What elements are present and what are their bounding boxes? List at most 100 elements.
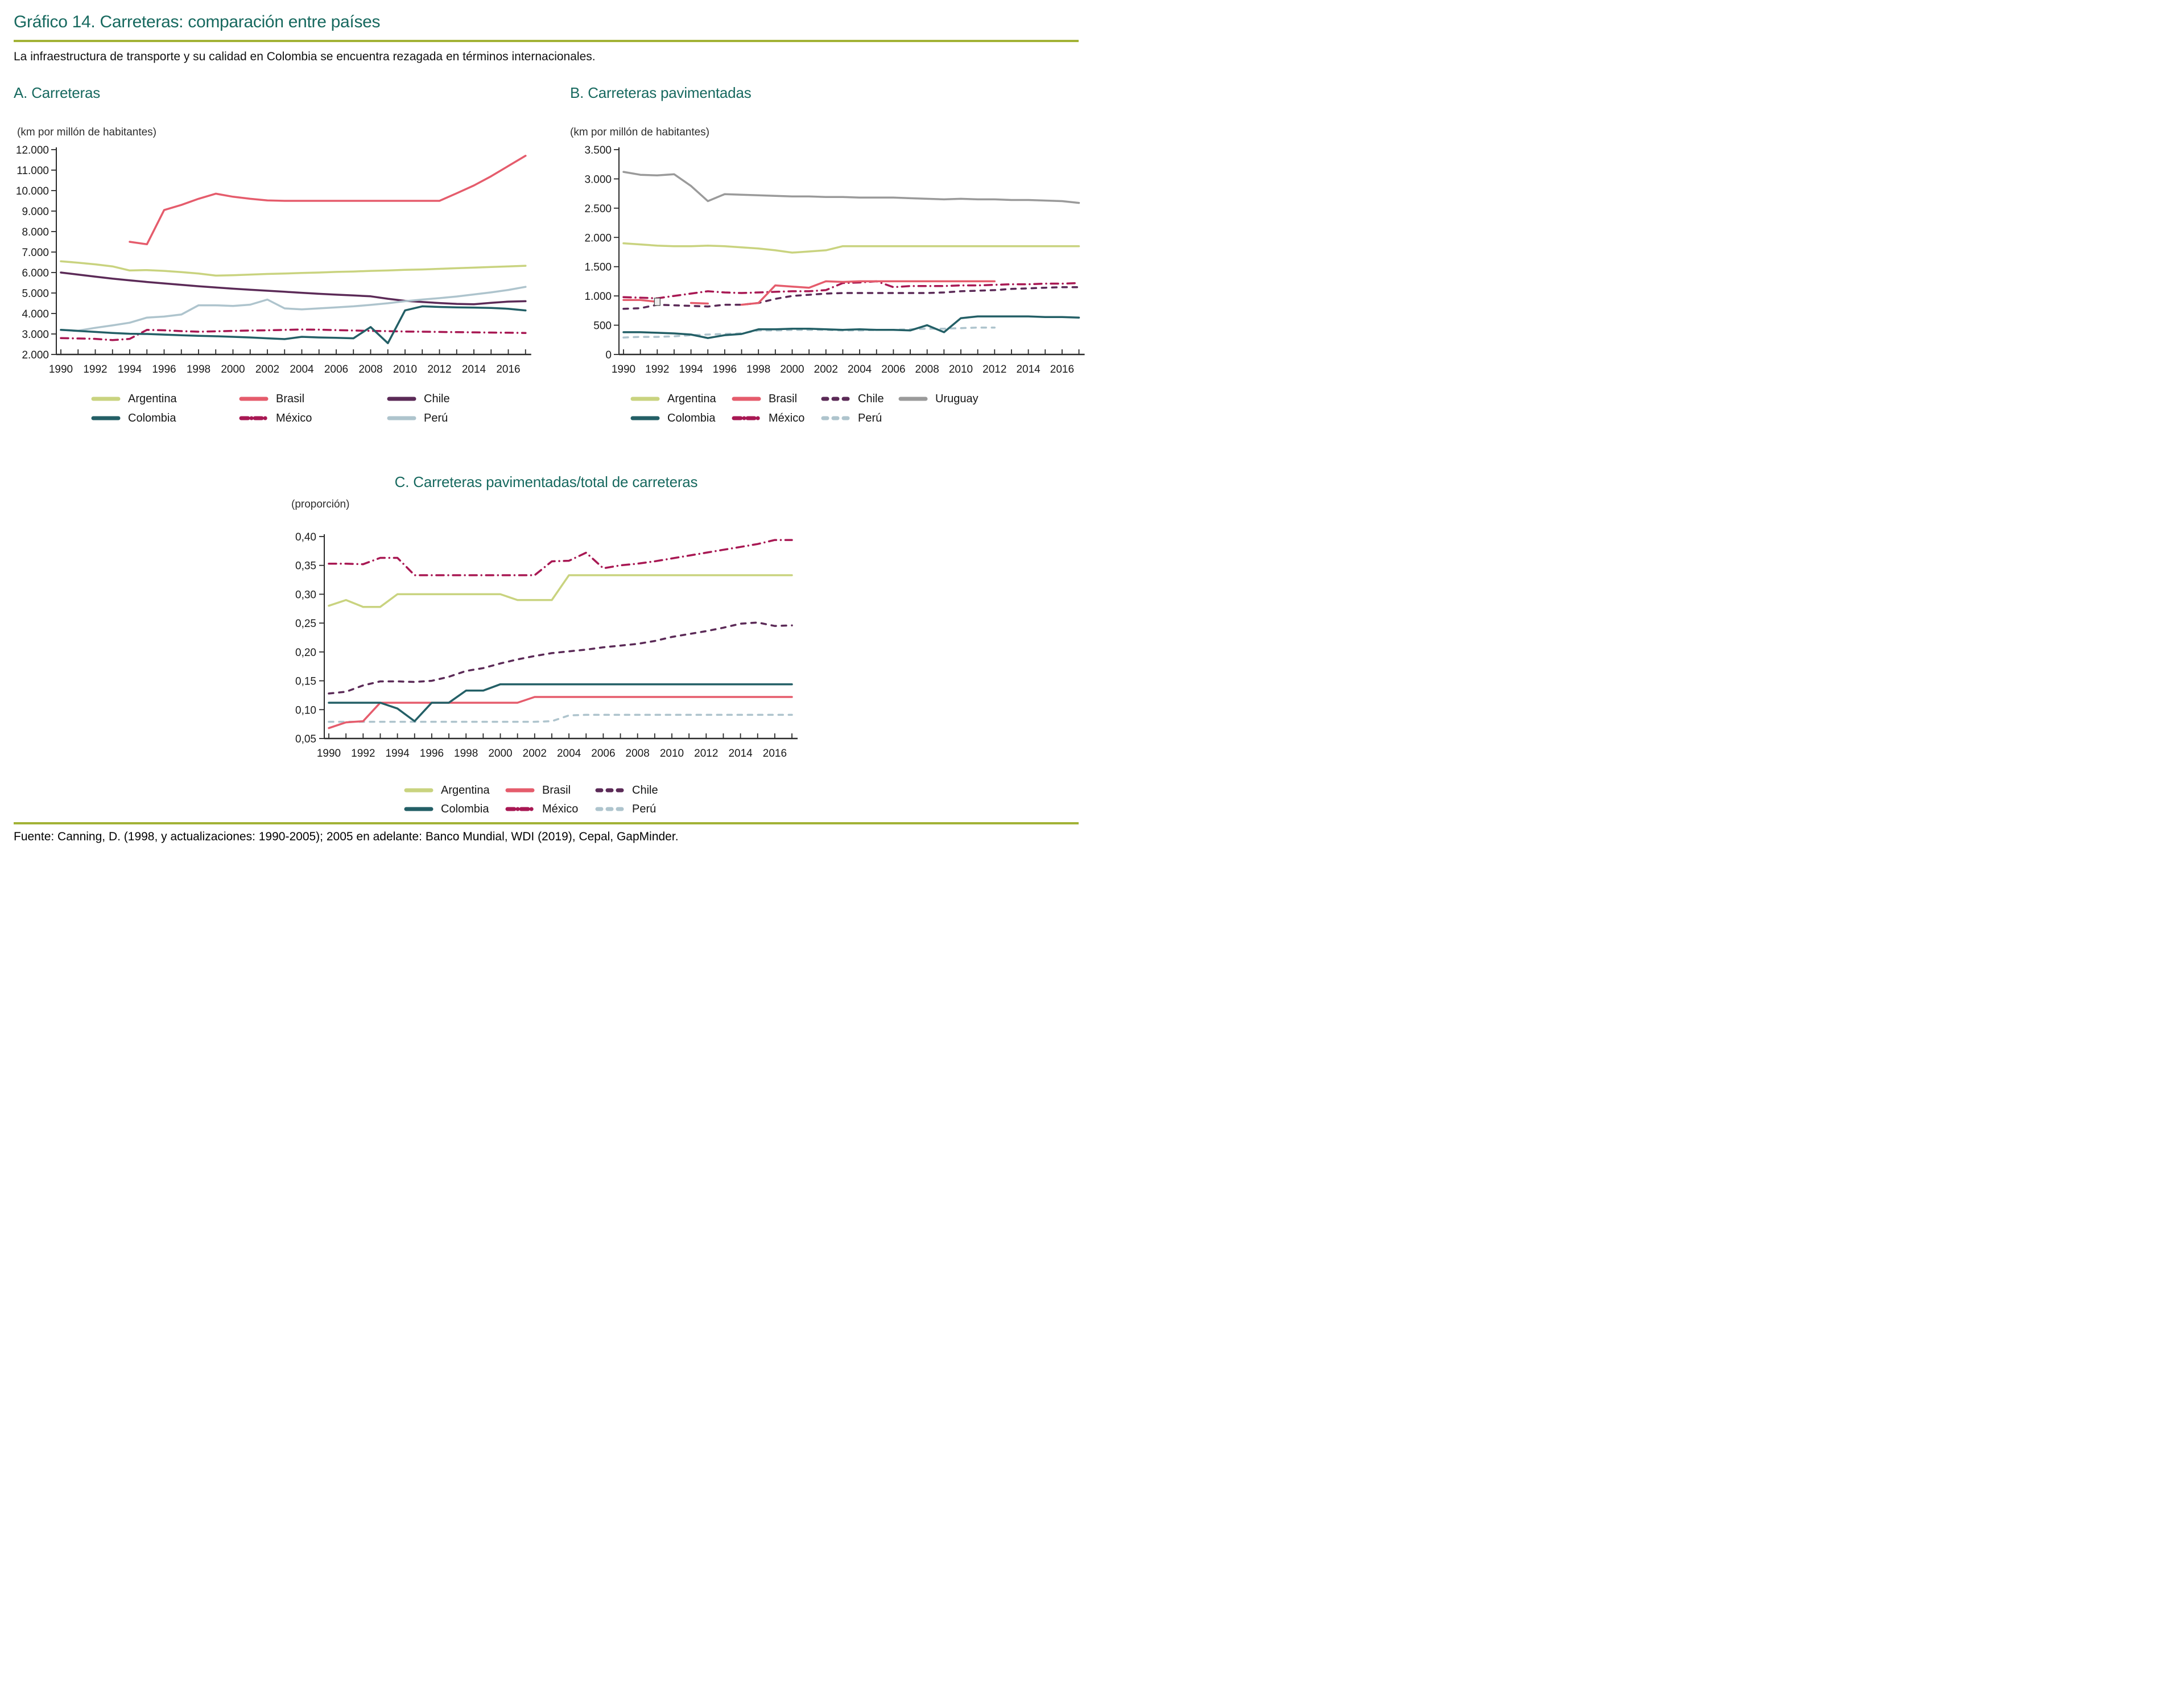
legend-swatch-per — [595, 807, 625, 811]
x-tick-label: 1990 — [49, 364, 73, 376]
y-tick-label: 0,20 — [295, 647, 316, 659]
x-tick-label: 2010 — [660, 748, 684, 760]
series-line-per — [328, 713, 793, 723]
footer-rule — [14, 822, 1079, 824]
legend-swatch-chile — [595, 788, 625, 793]
x-tick-label: 1998 — [187, 364, 210, 376]
y-tick-label: 10.000 — [16, 185, 49, 197]
x-tick-label: 2004 — [557, 748, 581, 760]
y-tick-label: 0,10 — [295, 704, 316, 716]
panel-a-heading: A. Carreteras — [14, 84, 101, 101]
y-tick-label: 0,05 — [295, 733, 316, 745]
x-tick-label: 2000 — [780, 364, 804, 376]
page-title: Gráfico 14. Carreteras: comparación entr… — [14, 13, 381, 31]
legend-label: Colombia — [441, 802, 489, 815]
x-tick-label: 2008 — [626, 748, 650, 760]
legend-item-brasil: Brasil — [505, 784, 571, 797]
y-tick-label: 6.000 — [22, 267, 49, 279]
legend-swatch-per — [821, 416, 851, 420]
legend-item-colombia: Colombia — [630, 412, 715, 424]
legend-label: Argentina — [667, 392, 716, 405]
panel-b-unit: (km por millón de habitantes) — [570, 126, 709, 138]
y-tick-label: 3.000 — [22, 329, 49, 341]
legend-item-brasil: Brasil — [239, 393, 304, 405]
y-tick-label: 12.000 — [16, 145, 49, 156]
y-tick-label: 11.000 — [16, 165, 49, 177]
x-tick-label: 2006 — [881, 364, 905, 376]
x-tick-label: 1990 — [612, 364, 635, 376]
y-tick-label: 0 — [605, 349, 612, 361]
legend-swatch-uruguay — [898, 397, 928, 401]
legend-label: México — [276, 411, 312, 424]
x-tick-label: 1994 — [679, 364, 703, 376]
series-line-argentina — [60, 260, 527, 277]
x-tick-label: 2002 — [523, 748, 547, 760]
x-tick-label: 1996 — [152, 364, 176, 376]
y-tick-label: 0,15 — [295, 676, 316, 688]
legend-label: Chile — [858, 392, 884, 405]
legend-label: Colombia — [667, 411, 716, 424]
series-line-chile — [622, 286, 1080, 310]
x-tick-label: 1992 — [351, 748, 375, 760]
panel-a-unit: (km por millón de habitantes) — [17, 126, 156, 138]
x-tick-label: 2016 — [1050, 364, 1074, 376]
legend-label: Perú — [858, 411, 882, 424]
x-tick-label: 2004 — [848, 364, 872, 376]
legend-label: México — [769, 411, 805, 424]
x-tick-label: 2012 — [982, 364, 1006, 376]
series-line-chile — [60, 271, 527, 306]
legend-label: México — [542, 802, 579, 815]
chart-c-canvas: 1990 1992 1994 1996 1998 2000 2002 2004 2006 2008… — [295, 531, 798, 760]
series-line-per — [60, 286, 527, 332]
x-tick-label: 1994 — [118, 364, 142, 376]
legend-swatch-colombia — [91, 416, 121, 420]
legend-item-chile: Chile — [387, 393, 450, 405]
legend-swatch-colombia — [630, 416, 660, 420]
x-tick-label: 2010 — [949, 364, 973, 376]
legend-item-chile: Chile — [595, 784, 658, 797]
x-tick-label: 2006 — [591, 748, 615, 760]
x-tick-label: 1992 — [645, 364, 669, 376]
legend-item-brasil: Brasil — [732, 393, 797, 405]
legend-item-colombia: Colombia — [404, 803, 489, 815]
legend-label: Colombia — [128, 411, 176, 424]
legend-swatch-chile — [387, 397, 416, 401]
legend-label: Brasil — [769, 392, 798, 405]
y-tick-label: 3.500 — [584, 145, 612, 156]
x-tick-label: 2014 — [728, 748, 753, 760]
series-line-brasil — [622, 280, 996, 306]
legend-label: Chile — [632, 783, 658, 797]
y-tick-label: 1.500 — [584, 262, 612, 274]
y-tick-label: 9.000 — [22, 206, 49, 218]
legend-item-chile: Chile — [821, 393, 884, 405]
legend-swatch-brasil — [732, 397, 761, 401]
series-line-chile — [328, 621, 793, 695]
x-tick-label: 2012 — [427, 364, 451, 376]
x-tick-label: 1998 — [454, 748, 478, 760]
legend-item-per: Perú — [821, 412, 882, 424]
y-tick-label: 0,30 — [295, 589, 316, 601]
legend-item-mxico: México — [239, 412, 312, 424]
legend-label: Perú — [424, 411, 448, 424]
legend-item-mxico: México — [732, 412, 804, 424]
y-tick-label: 0,35 — [295, 560, 316, 572]
legend-swatch-mxico — [732, 416, 761, 420]
legend-item-per: Perú — [387, 412, 448, 424]
legend-swatch-argentina — [404, 788, 434, 793]
legend-swatch-mxico — [239, 416, 269, 420]
subtitle: La infraestructura de transporte y su ca… — [14, 50, 596, 63]
series-line-per — [622, 326, 996, 339]
legend-label: Argentina — [128, 392, 177, 405]
x-tick-label: 2012 — [694, 748, 718, 760]
legend-item-uruguay: Uruguay — [898, 393, 979, 405]
x-tick-label: 1990 — [317, 748, 341, 760]
series-line-mxico — [328, 539, 793, 576]
y-tick-label: 2.000 — [22, 349, 49, 361]
series-line-colombia — [622, 315, 1080, 339]
legend-swatch-colombia — [404, 807, 434, 811]
legend-swatch-chile — [821, 397, 851, 401]
legend-swatch-per — [387, 416, 416, 420]
legend-label: Brasil — [542, 783, 571, 797]
series-line-colombia — [328, 683, 793, 723]
series-line-mxico — [622, 280, 1080, 300]
